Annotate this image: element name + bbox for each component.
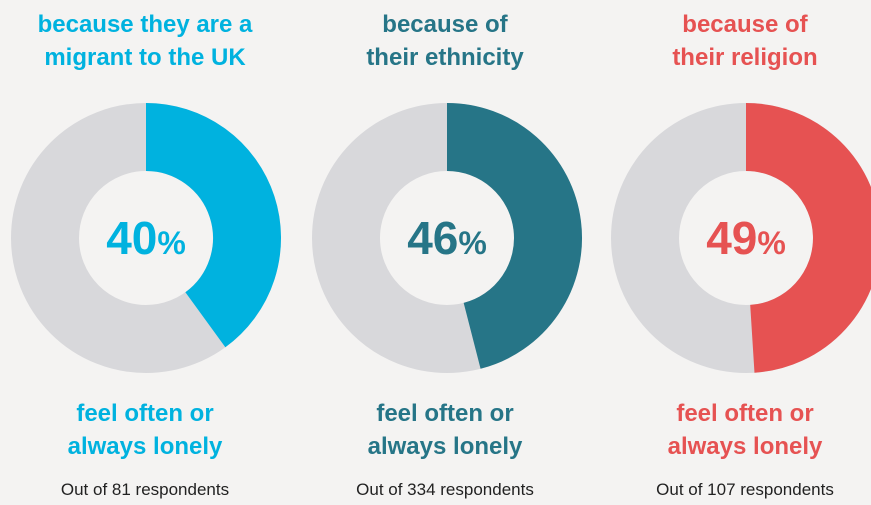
donut-value-arc: [445, 103, 582, 369]
donut-chart: 49%: [610, 102, 871, 374]
caption-line: feel often or: [376, 400, 514, 427]
caption-line: always lonely: [67, 433, 223, 460]
donut-value-arc: [744, 103, 871, 373]
chart-title-line: because of: [682, 11, 808, 38]
chart-title-line: because of: [382, 11, 508, 38]
chart-title-line: their ethnicity: [366, 44, 524, 71]
respondents-note: Out of 107 respondents: [656, 480, 834, 499]
respondents-note: Out of 81 respondents: [60, 480, 230, 499]
donut-value-arc: [144, 103, 281, 348]
chart-title-line: their religion: [672, 44, 818, 71]
percent-sign: %: [157, 225, 186, 261]
percent-sign: %: [757, 225, 786, 261]
donut-chart: 46%: [311, 102, 583, 374]
respondents-note: Out of 334 respondents: [356, 480, 534, 499]
donut-chart: 40%: [10, 102, 282, 374]
caption-line: feel often or: [676, 400, 814, 427]
percent-value: 46: [407, 212, 459, 264]
percent-label: 46%: [311, 210, 583, 278]
percent-sign: %: [458, 225, 487, 261]
donut-svg: [611, 103, 871, 373]
chart-panel-migrant: because they are a migrant to the UK 40%…: [0, 0, 290, 505]
chart-title-line: migrant to the UK: [44, 44, 246, 71]
chart-title: because of their religion: [600, 8, 871, 74]
caption-line: always lonely: [367, 433, 523, 460]
chart-title: because of their ethnicity: [300, 8, 590, 74]
donut-svg: [11, 103, 281, 373]
chart-panel-ethnicity: because of their ethnicity 46% feel ofte…: [300, 0, 590, 505]
chart-caption: feel often or always lonely: [600, 397, 871, 463]
chart-title: because they are a migrant to the UK: [0, 8, 290, 74]
chart-panel-religion: because of their religion 49% feel often…: [600, 0, 871, 505]
chart-title-line: because they are a: [37, 11, 253, 38]
chart-caption: feel often or always lonely: [300, 397, 590, 463]
percent-label: 40%: [10, 210, 282, 278]
donut-svg: [312, 103, 582, 373]
percent-label: 49%: [610, 210, 871, 278]
percent-value: 40: [106, 212, 158, 264]
chart-caption: feel often or always lonely: [0, 397, 290, 463]
caption-line: always lonely: [667, 433, 823, 460]
percent-value: 49: [706, 212, 758, 264]
caption-line: feel often or: [76, 400, 214, 427]
